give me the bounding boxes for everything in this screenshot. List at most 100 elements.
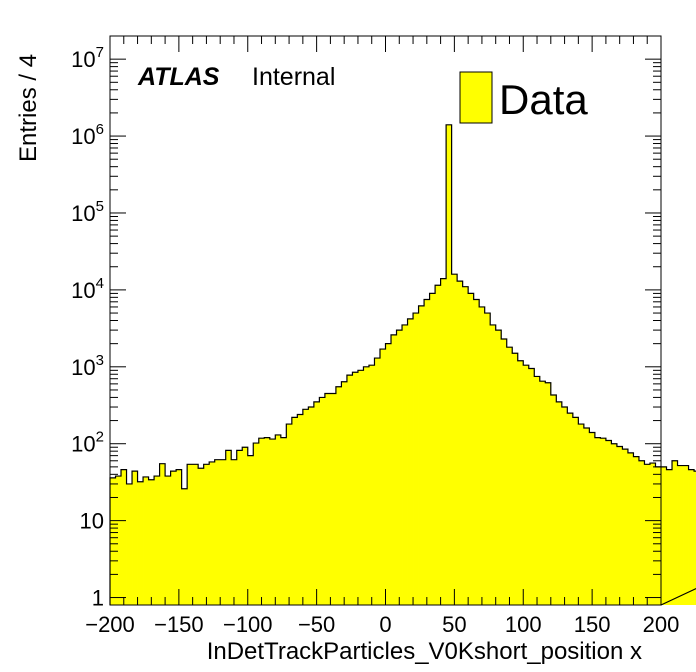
histogram-bin (110, 477, 116, 605)
histogram-bin (363, 366, 370, 605)
histogram-bin (661, 466, 667, 605)
histogram-bin (115, 476, 122, 605)
histogram-bin (418, 305, 425, 605)
histogram-bin (633, 456, 640, 605)
histogram-bin (556, 401, 563, 605)
x-tick-label: −100 (223, 612, 273, 637)
histogram-bin (346, 375, 353, 605)
x-tick-label: −50 (298, 612, 335, 637)
histogram-bin (352, 372, 359, 605)
histogram-bin (335, 386, 342, 605)
x-tick-labels: −200 −150 −100 −50 0 50 100 150 200 (85, 612, 679, 637)
x-tick-label: 100 (505, 612, 542, 637)
histogram-bin (297, 414, 304, 605)
histogram-bin (143, 476, 149, 605)
histogram-bin (627, 452, 634, 605)
histogram-bars (110, 124, 696, 605)
axis-ticks (109, 35, 662, 605)
histogram-bin (198, 468, 205, 605)
histogram-bin (324, 393, 331, 605)
histogram-bin (413, 313, 419, 605)
histogram-bin (600, 438, 607, 605)
histogram-bin (672, 460, 678, 605)
histogram-bin (286, 424, 293, 605)
histogram-bin (280, 437, 287, 605)
histogram-bin (176, 469, 183, 605)
histogram-bin (572, 417, 579, 605)
histogram-bin (506, 347, 513, 605)
histogram-bin (253, 443, 260, 605)
histogram-bin (225, 450, 232, 605)
histogram-bin (517, 360, 524, 605)
histogram-bin (214, 459, 221, 605)
histogram-bin (330, 393, 337, 605)
histogram-bin (523, 365, 530, 605)
histogram-bin (126, 483, 133, 605)
y-tick-labels: 1 10 102 103 104 105 106 107 (71, 44, 104, 610)
histogram-bin (220, 459, 227, 605)
histogram-bin (374, 358, 381, 605)
histogram-bin (291, 417, 298, 605)
histogram-bin (424, 299, 430, 605)
histogram-bin (594, 437, 601, 605)
histogram-bin (275, 434, 282, 605)
histogram-bin (132, 471, 138, 605)
histogram-bin (407, 318, 414, 605)
histogram-bin (462, 286, 469, 605)
histogram-bin (578, 424, 585, 605)
histogram-bin (545, 382, 552, 605)
legend: Data (459, 71, 588, 124)
histogram-bin (258, 438, 265, 605)
histogram-bin (357, 370, 364, 605)
histogram-bin (170, 471, 177, 605)
histogram-bin (501, 338, 508, 605)
histogram-bin (154, 476, 160, 605)
x-tick-label: −200 (85, 612, 135, 637)
histogram-bin (247, 455, 254, 605)
x-axis-title: InDetTrackParticles_V0Kshort_position x (207, 638, 642, 665)
histogram-bin (550, 394, 557, 605)
histogram-bin (644, 464, 651, 605)
y-tick-label: 1 (92, 586, 104, 611)
histogram-bin (368, 365, 375, 605)
histogram-outline (109, 124, 696, 606)
histogram-bin (313, 401, 320, 605)
histogram-bin (512, 353, 519, 605)
histogram-bin (677, 465, 684, 605)
histogram-bin (319, 397, 326, 605)
histogram-bin (622, 449, 629, 605)
histogram-bin (539, 381, 546, 605)
y-tick-label: 102 (71, 429, 104, 457)
y-tick-label: 104 (71, 275, 104, 303)
histogram-bin (611, 443, 618, 605)
histogram-bin (242, 447, 249, 605)
histogram-bin (396, 330, 403, 605)
x-tick-label: 200 (643, 612, 680, 637)
histogram-bin (490, 324, 497, 605)
histogram-bin (649, 463, 656, 605)
histogram-bin (181, 488, 188, 605)
histogram-bin (495, 330, 502, 605)
histogram-bin (341, 381, 348, 605)
histogram-bin (402, 324, 408, 605)
histogram-bin (165, 476, 172, 605)
histogram-bin (484, 313, 491, 605)
x-tick-label: 0 (379, 612, 391, 637)
y-tick-label: 105 (71, 198, 104, 226)
histogram-bin (209, 461, 216, 605)
y-tick-label: 10 (80, 509, 104, 534)
histogram-bin (683, 465, 689, 605)
histogram-bin (264, 437, 271, 605)
histogram-bin (616, 446, 623, 605)
histogram-bin (468, 293, 475, 605)
histogram-bin (528, 368, 535, 605)
histogram-bin (440, 278, 447, 605)
histogram-bin (638, 460, 645, 605)
histogram-bin (429, 293, 436, 605)
histogram-bin (137, 481, 144, 605)
histogram-bin (236, 450, 243, 605)
histogram-bin (446, 124, 453, 605)
histogram-bin (308, 407, 315, 605)
atlas-label: ATLAS (137, 63, 220, 91)
histogram-bin (121, 469, 127, 605)
